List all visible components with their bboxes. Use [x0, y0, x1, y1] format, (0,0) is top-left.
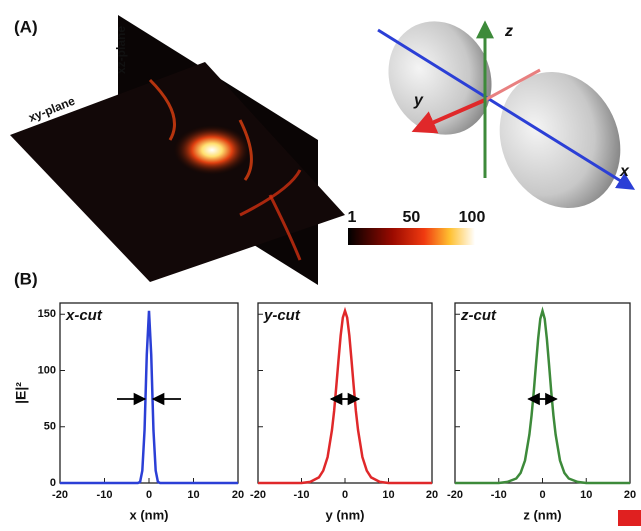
x-tick-label: -20	[447, 489, 463, 501]
data-line	[258, 306, 432, 485]
x-tick-label: 20	[624, 489, 636, 501]
x-tick-label: -10	[491, 489, 507, 501]
x-tick-label: 20	[426, 489, 438, 501]
colorbar-tick-label: 100	[459, 209, 486, 226]
ellipsoid	[499, 71, 621, 209]
chart-title: x-cut	[65, 307, 103, 324]
x-tick-label: -20	[52, 489, 68, 501]
axis-arrow	[377, 28, 636, 190]
x-axis-label: x (nm)	[130, 507, 169, 522]
field-hotspot	[172, 124, 252, 176]
xy-plane-sheet	[10, 62, 345, 282]
field-arc	[238, 119, 253, 181]
y-tick-label: 0	[50, 477, 56, 489]
panel-label: (B)	[14, 269, 38, 288]
axis-arrow	[411, 98, 486, 134]
y-tick-label: 150	[38, 308, 56, 320]
field-arc	[148, 78, 176, 141]
plane-label: xz-plane	[114, 26, 128, 74]
colorbar-tick-label: 50	[402, 209, 420, 226]
x-tick-label: 10	[382, 489, 394, 501]
ellipsoid	[388, 21, 492, 135]
chart-title: z-cut	[460, 307, 497, 324]
x-axis-label: y (nm)	[326, 507, 365, 522]
plot-frame	[454, 302, 631, 484]
x-tick-label: 0	[146, 489, 152, 501]
x-axis-label: z (nm)	[523, 507, 561, 522]
y-tick-label: 50	[44, 421, 56, 433]
colorbar	[348, 228, 475, 245]
x-tick-label: -10	[97, 489, 113, 501]
axis-arrow-tail	[484, 68, 541, 102]
y-axis-label: |E|²	[13, 382, 29, 404]
field-arc	[239, 169, 302, 217]
x-tick-label: 10	[580, 489, 592, 501]
colorbar-tick-label: 1	[348, 209, 357, 226]
x-tick-label: -10	[294, 489, 310, 501]
data-line	[60, 310, 238, 485]
plot-frame	[257, 302, 433, 484]
x-tick-label: 0	[539, 489, 545, 501]
y-tick-label: 100	[38, 364, 56, 376]
data-line	[455, 306, 630, 485]
axis-name: z	[504, 23, 513, 40]
x-tick-label: -20	[250, 489, 266, 501]
chart-title: y-cut	[263, 307, 301, 324]
x-tick-label: 10	[187, 489, 199, 501]
x-tick-label: 0	[342, 489, 348, 501]
x-tick-label: 20	[232, 489, 244, 501]
corner-mark	[618, 510, 641, 526]
panel-label: (A)	[14, 17, 38, 36]
field-arc	[268, 194, 302, 261]
axis-name: y	[413, 92, 424, 109]
axis-name: x	[619, 163, 630, 180]
